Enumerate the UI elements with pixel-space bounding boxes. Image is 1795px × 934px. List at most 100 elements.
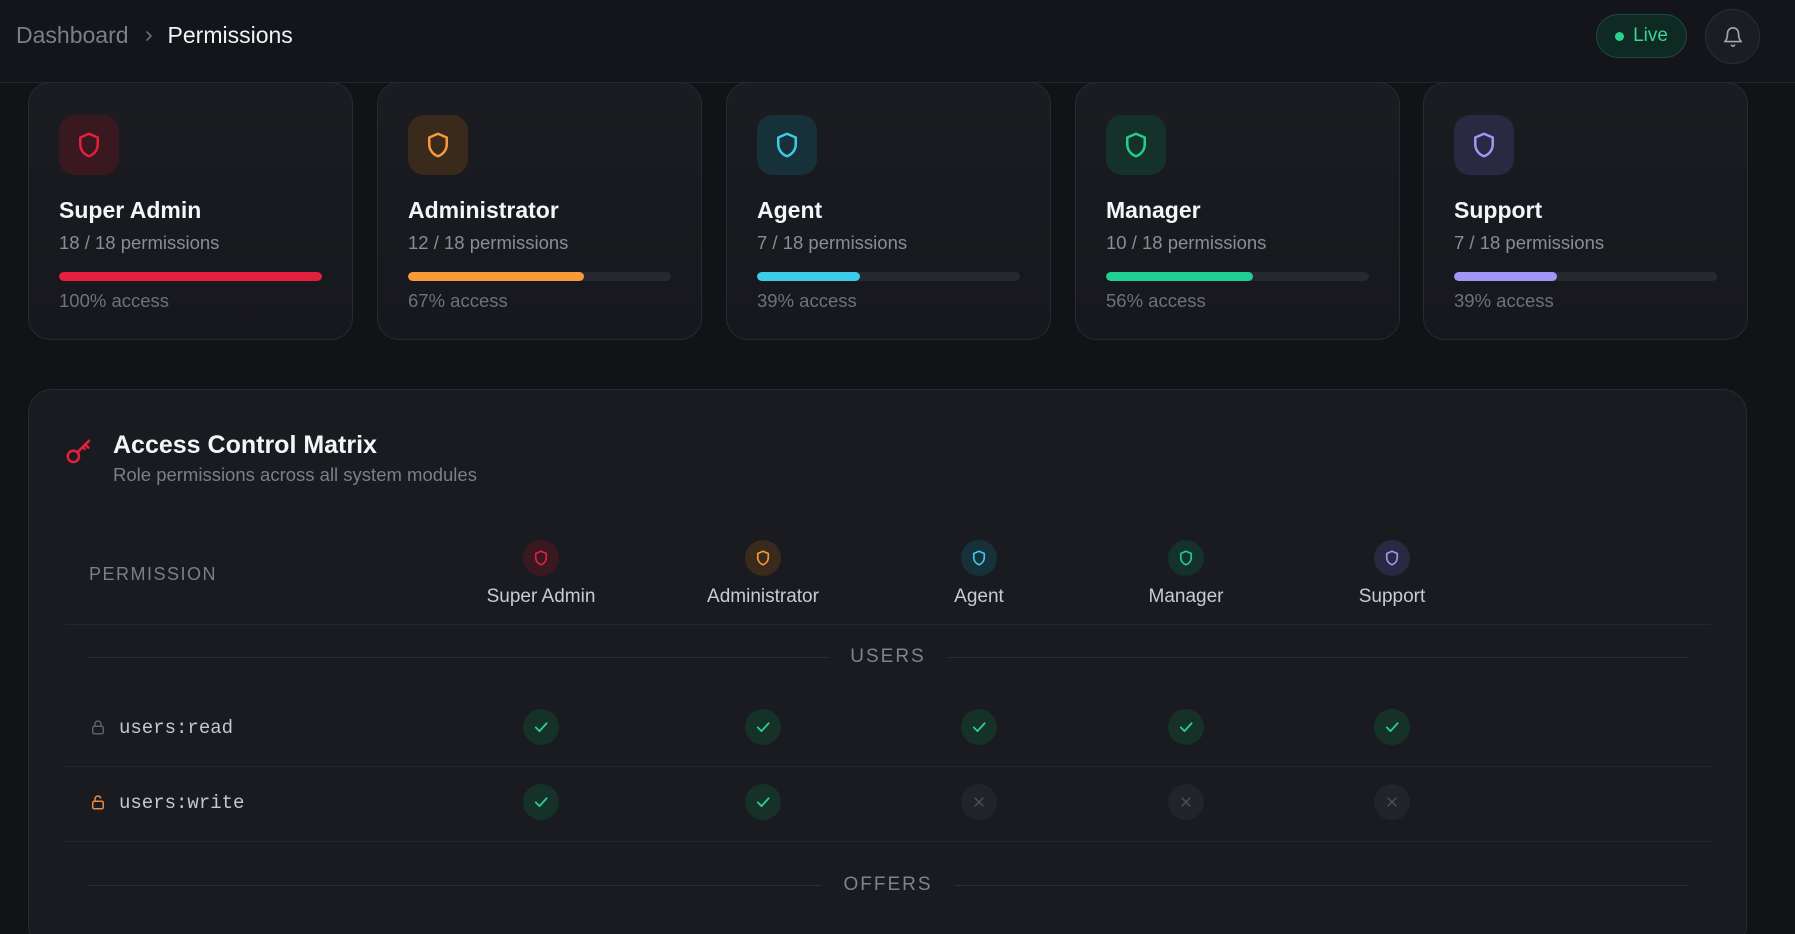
permission-cell-support[interactable] bbox=[1374, 784, 1410, 820]
page-title: Permissions bbox=[167, 22, 293, 48]
role-icon-badge bbox=[59, 115, 119, 175]
role-access-percent: 39% access bbox=[757, 290, 857, 311]
role-access-percent: 100% access bbox=[59, 290, 170, 311]
role-card-manager[interactable]: Manager 10 / 18 permissions 56% access bbox=[1075, 82, 1400, 340]
live-status-badge: Live bbox=[1596, 14, 1687, 58]
role-name: Agent bbox=[757, 197, 823, 223]
section-label: OFFERS bbox=[821, 874, 955, 896]
role-access-percent: 39% access bbox=[1454, 290, 1554, 311]
shield-icon bbox=[1469, 130, 1499, 160]
row-divider bbox=[65, 841, 1711, 842]
role-icon-badge bbox=[408, 115, 468, 175]
column-header-label: Administrator bbox=[707, 586, 819, 607]
column-header-manager: Manager bbox=[1086, 540, 1286, 608]
role-access-progress bbox=[757, 272, 1020, 281]
role-icon-badge bbox=[1106, 115, 1166, 175]
unlock-icon bbox=[89, 793, 107, 816]
shield-icon bbox=[745, 540, 781, 576]
table-row: users:write bbox=[65, 766, 1711, 841]
role-permission-count: 7 / 18 permissions bbox=[757, 232, 908, 253]
role-access-progress-fill bbox=[408, 272, 585, 281]
role-permission-count: 18 / 18 permissions bbox=[59, 232, 220, 253]
role-card-super-admin[interactable]: Super Admin 18 / 18 permissions 100% acces… bbox=[28, 82, 353, 340]
matrix-subtitle: Role permissions across all system modul… bbox=[113, 464, 477, 485]
role-access-percent: 67% access bbox=[408, 290, 508, 311]
access-control-matrix: Access Control Matrix Role permissions a… bbox=[28, 389, 1747, 934]
column-header-support: Support bbox=[1292, 540, 1492, 608]
role-name: Super Admin bbox=[59, 197, 202, 223]
row-divider bbox=[65, 766, 1711, 767]
shield-icon bbox=[772, 130, 802, 160]
column-header-label: Manager bbox=[1148, 586, 1224, 607]
check-icon bbox=[754, 718, 772, 736]
role-card-agent[interactable]: Agent 7 / 18 permissions 39% access bbox=[726, 82, 1051, 340]
shield-icon bbox=[1374, 540, 1410, 576]
check-icon bbox=[1383, 718, 1401, 736]
role-card-administrator[interactable]: Administrator 12 / 18 permissions 67% acce… bbox=[377, 82, 702, 340]
column-header-label: Super Admin bbox=[486, 586, 596, 607]
permission-cell-manager[interactable] bbox=[1168, 784, 1204, 820]
shield-icon bbox=[74, 130, 104, 160]
role-icon-badge bbox=[1454, 115, 1514, 175]
shield-icon bbox=[961, 540, 997, 576]
check-icon bbox=[532, 793, 550, 811]
role-access-progress bbox=[1454, 272, 1717, 281]
shield-icon bbox=[1168, 540, 1204, 576]
role-access-progress-fill bbox=[757, 272, 860, 281]
permission-cell-agent[interactable] bbox=[961, 784, 997, 820]
section-header-users: USERS bbox=[89, 646, 1687, 670]
role-access-progress-fill bbox=[1106, 272, 1254, 281]
shield-icon bbox=[523, 540, 559, 576]
role-name: Manager bbox=[1106, 197, 1201, 223]
column-header-super-admin: Super Admin bbox=[441, 540, 641, 608]
header-divider bbox=[65, 624, 1711, 625]
key-icon bbox=[64, 437, 94, 472]
bell-icon bbox=[1723, 26, 1742, 47]
lock-icon bbox=[89, 718, 107, 741]
role-access-percent: 56% access bbox=[1106, 290, 1206, 311]
check-icon bbox=[754, 793, 772, 811]
breadcrumb: Dashboard Permissions bbox=[16, 22, 293, 49]
permission-cell-administrator[interactable] bbox=[745, 709, 781, 745]
role-icon-badge bbox=[757, 115, 817, 175]
check-icon bbox=[532, 718, 550, 736]
role-access-progress-fill bbox=[59, 272, 322, 281]
x-icon bbox=[1178, 794, 1194, 810]
section-label: USERS bbox=[828, 646, 948, 668]
live-label: Live bbox=[1633, 25, 1668, 46]
section-header-offers: OFFERS bbox=[89, 874, 1687, 898]
check-icon bbox=[970, 718, 988, 736]
notifications-button[interactable] bbox=[1705, 9, 1760, 64]
matrix-title: Access Control Matrix bbox=[113, 431, 377, 459]
shield-icon bbox=[423, 130, 453, 160]
permission-name: users:read bbox=[119, 717, 234, 739]
role-access-progress-fill bbox=[1454, 272, 1557, 281]
permission-column-header: PERMISSION bbox=[89, 564, 218, 584]
x-icon bbox=[971, 794, 987, 810]
shield-icon bbox=[1121, 130, 1151, 160]
permission-cell-agent[interactable] bbox=[961, 709, 997, 745]
role-access-progress bbox=[59, 272, 322, 281]
role-name: Administrator bbox=[408, 197, 559, 223]
column-header-label: Support bbox=[1358, 586, 1426, 607]
role-permission-count: 10 / 18 permissions bbox=[1106, 232, 1267, 253]
role-name: Support bbox=[1454, 197, 1543, 223]
permission-cell-manager[interactable] bbox=[1168, 709, 1204, 745]
permission-cell-administrator[interactable] bbox=[745, 784, 781, 820]
role-card-support[interactable]: Support 7 / 18 permissions 39% access bbox=[1423, 82, 1748, 340]
permission-cell-support[interactable] bbox=[1374, 709, 1410, 745]
column-header-administrator: Administrator bbox=[663, 540, 863, 608]
chevron-right-icon bbox=[143, 30, 155, 42]
role-permission-count: 12 / 18 permissions bbox=[408, 232, 569, 253]
column-header-agent: Agent bbox=[879, 540, 1079, 608]
check-icon bbox=[1177, 718, 1195, 736]
breadcrumb-dashboard-link[interactable]: Dashboard bbox=[16, 22, 129, 48]
table-row: users:read bbox=[65, 691, 1711, 766]
live-dot-icon bbox=[1615, 31, 1625, 41]
permission-cell-super-admin[interactable] bbox=[523, 709, 559, 745]
permission-cell-super-admin[interactable] bbox=[523, 784, 559, 820]
top-bar: Dashboard Permissions Live bbox=[0, 0, 1795, 83]
role-access-progress bbox=[408, 272, 671, 281]
x-icon bbox=[1384, 794, 1400, 810]
role-permission-count: 7 / 18 permissions bbox=[1454, 232, 1605, 253]
